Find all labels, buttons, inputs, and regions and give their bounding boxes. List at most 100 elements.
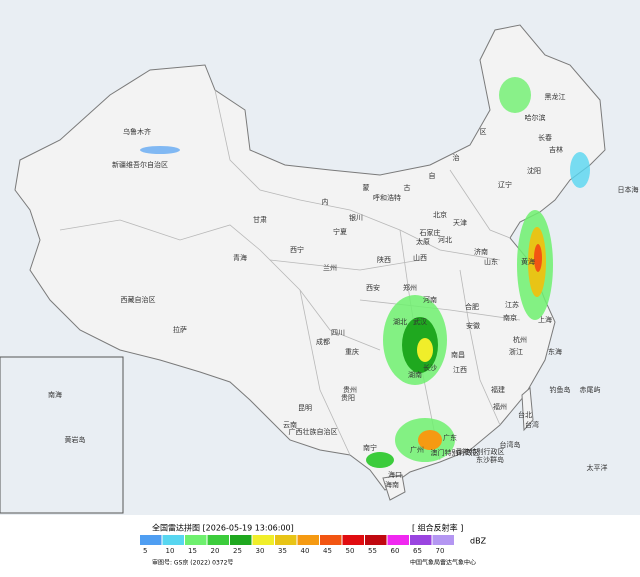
place-label: 日本海 — [618, 185, 639, 194]
place-label: 江苏 — [505, 300, 519, 309]
place-label: 银川 — [349, 213, 363, 222]
place-label: 乌鲁木齐 — [123, 127, 151, 136]
place-label: 甘肃 — [253, 215, 267, 224]
color-swatch — [320, 535, 342, 545]
place-label: 广东 — [443, 433, 457, 442]
color-swatch — [365, 535, 387, 545]
place-label: 河北 — [438, 236, 452, 244]
place-label: 湖北 — [393, 317, 407, 326]
place-label: 济南 — [474, 247, 488, 256]
place-label: 四川 — [331, 329, 345, 337]
place-label: 昆明 — [298, 404, 312, 412]
level-label: 50 — [346, 547, 355, 555]
place-label: 台湾岛 — [500, 440, 521, 449]
place-label: 兰州 — [323, 263, 337, 272]
place-label: 蒙 — [363, 183, 370, 192]
place-label: 自 — [429, 171, 436, 180]
color-swatch — [252, 535, 274, 545]
place-label: 台湾 — [525, 420, 539, 429]
color-swatch — [387, 535, 409, 545]
place-label: 西安 — [366, 283, 380, 292]
place-label: 台北 — [518, 410, 532, 419]
place-label: 广州 — [410, 445, 424, 454]
place-label: 黄海 — [521, 257, 535, 266]
place-label: 宁夏 — [333, 227, 347, 236]
place-label: 海口 — [388, 470, 402, 479]
place-label: 区 — [480, 128, 487, 136]
place-label: 太原 — [416, 237, 430, 246]
place-label: 澳门特别行政区 — [431, 448, 480, 457]
level-label: 40 — [301, 547, 310, 555]
radar-echoes — [40, 77, 590, 468]
color-swatch — [162, 535, 184, 545]
level-label: 30 — [256, 547, 265, 555]
place-label: 广西壮族自治区 — [289, 427, 338, 436]
place-label: 吉林 — [549, 145, 563, 154]
color-swatch — [207, 535, 229, 545]
level-label: 15 — [188, 547, 197, 555]
place-label: 南京 — [503, 313, 517, 322]
level-label: 10 — [166, 547, 175, 555]
place-label: 沈阳 — [527, 166, 541, 175]
place-label: 黄岩岛 — [65, 435, 86, 444]
place-label: 河南 — [423, 295, 437, 304]
place-label: 海南 — [385, 480, 399, 489]
place-label: 香港特别行政区 — [456, 447, 505, 456]
place-label: 新疆维吾尔自治区 — [112, 160, 168, 169]
island — [382, 386, 534, 501]
place-label: 呼和浩特 — [373, 193, 401, 202]
place-label: 南海 — [48, 390, 62, 399]
place-label: 黑龙江 — [545, 92, 566, 101]
level-label: 45 — [323, 547, 332, 555]
place-label: 湖南 — [408, 370, 422, 379]
color-swatch — [140, 535, 162, 545]
place-label: 赤尾屿 — [580, 385, 601, 394]
place-label: 贵州 — [343, 385, 357, 394]
place-label: 贵阳 — [341, 393, 355, 402]
place-label: 治 — [453, 153, 460, 162]
color-swatch — [275, 535, 297, 545]
place-label: 哈尔滨 — [525, 113, 546, 122]
color-swatch — [185, 535, 207, 545]
place-label: 太平洋 — [587, 463, 608, 472]
place-label: 钓鱼岛 — [550, 385, 571, 394]
place-label: 拉萨 — [173, 325, 187, 334]
legend-scale: 5 10 15 20 25 30 35 40 45 50 55 60 65 70 — [140, 535, 454, 555]
legend-title: 全国雷达拼图 [2026-05-19 13:06:00] — [152, 523, 294, 533]
place-label: 西宁 — [290, 245, 304, 254]
legend-unit: dBZ — [470, 537, 487, 546]
place-label: 辽宁 — [498, 180, 512, 189]
place-label: 上海 — [538, 315, 552, 324]
place-label: 山东 — [484, 257, 498, 266]
place-label: 东沙群岛 — [476, 455, 504, 464]
place-label: 古 — [404, 183, 411, 192]
place-label: 合肥 — [465, 302, 479, 311]
place-label: 天津 — [453, 219, 467, 227]
place-label: 武汉 — [413, 317, 427, 326]
color-swatch — [342, 535, 364, 545]
color-swatch — [230, 535, 252, 545]
level-label: 5 — [143, 547, 147, 555]
place-label: 北京 — [433, 210, 447, 219]
place-label: 南宁 — [363, 443, 377, 452]
place-label: 重庆 — [345, 347, 359, 356]
legend-product: [ 组合反射率 ] — [412, 523, 463, 533]
level-label: 65 — [413, 547, 422, 555]
place-label: 陕西 — [377, 255, 391, 264]
source: 中国气象局雷达气象中心 — [410, 559, 476, 567]
level-label: 25 — [233, 547, 242, 555]
place-label: 成都 — [316, 337, 330, 346]
place-label: 内 — [322, 197, 329, 206]
place-label: 山西 — [413, 253, 427, 262]
place-label: 福州 — [493, 402, 507, 411]
color-swatch — [297, 535, 319, 545]
level-label: 70 — [436, 547, 445, 555]
place-label: 杭州 — [513, 335, 527, 344]
place-label: 石家庄 — [420, 228, 441, 237]
place-label: 福建 — [491, 385, 505, 394]
color-swatch — [432, 535, 454, 545]
place-label: 西藏自治区 — [121, 295, 156, 304]
place-label: 长沙 — [423, 363, 437, 372]
